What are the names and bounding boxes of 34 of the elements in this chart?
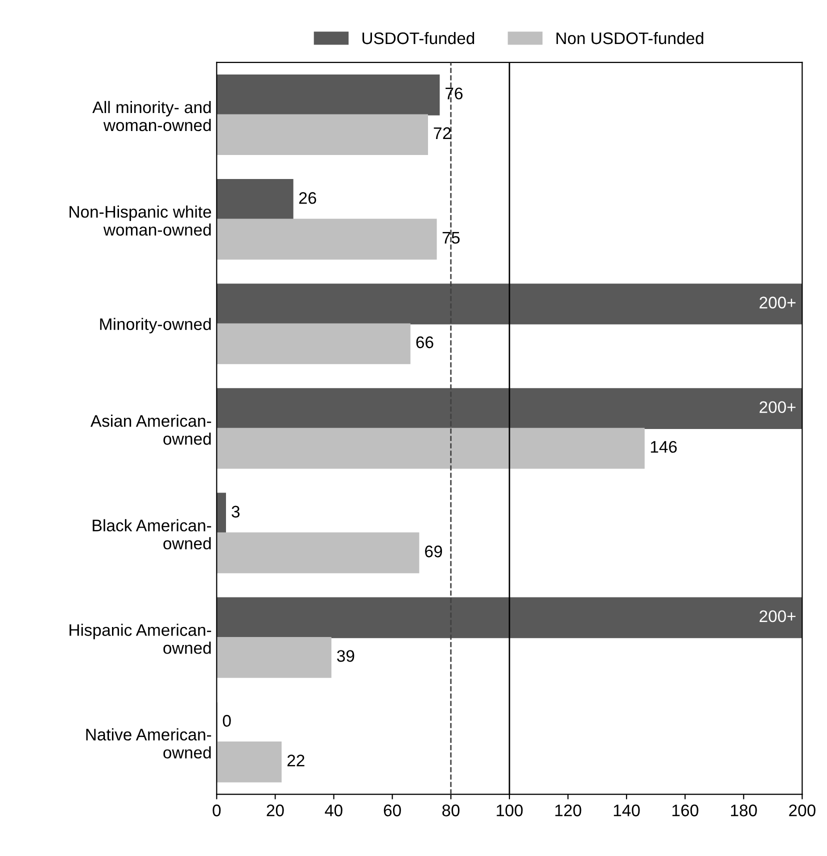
x-tick-label: 120 (555, 804, 582, 816)
data-label: 22 (287, 754, 304, 766)
data-label: 76 (446, 88, 463, 100)
y-tick-label: Asian American- owned (90, 414, 212, 445)
data-label: 69 (425, 546, 442, 558)
y-tick-label: All minority- and woman-owned (92, 100, 211, 132)
x-tick-label: 100 (496, 804, 523, 816)
y-tick-label: Hispanic American- owned (70, 624, 212, 654)
data-label: 0 (222, 714, 231, 727)
legend-label: USDOT-funded (362, 32, 474, 44)
data-label: 26 (299, 192, 316, 204)
x-tick-label: 80 (442, 804, 460, 816)
data-label: 3 (232, 506, 240, 518)
data-label: 66 (416, 336, 434, 348)
y-tick-label: Black American- owned (92, 519, 212, 550)
x-tick-label: 180 (731, 804, 757, 816)
x-tick-label: 60 (384, 804, 401, 816)
data-label: 200+ (760, 610, 796, 622)
legend-label: Non USDOT-funded (556, 32, 704, 44)
data-label: 200+ (760, 296, 796, 308)
x-tick-label: 40 (324, 804, 342, 816)
data-label: 39 (337, 650, 354, 662)
y-tick-label: Minority-owned (100, 318, 211, 334)
x-tick-label: 160 (672, 804, 698, 816)
y-tick-label: Native American- owned (86, 728, 212, 758)
data-label: 146 (650, 440, 677, 453)
x-tick-label: 200 (789, 804, 816, 816)
x-tick-label: 140 (614, 804, 640, 816)
data-label: 72 (434, 127, 451, 139)
data-label: 75 (442, 232, 460, 244)
data-label: 200+ (760, 401, 796, 414)
x-tick-label: 0 (212, 804, 221, 816)
y-tick-label: Non-Hispanic white woman-owned (70, 206, 212, 236)
x-tick-label: 20 (266, 804, 284, 816)
